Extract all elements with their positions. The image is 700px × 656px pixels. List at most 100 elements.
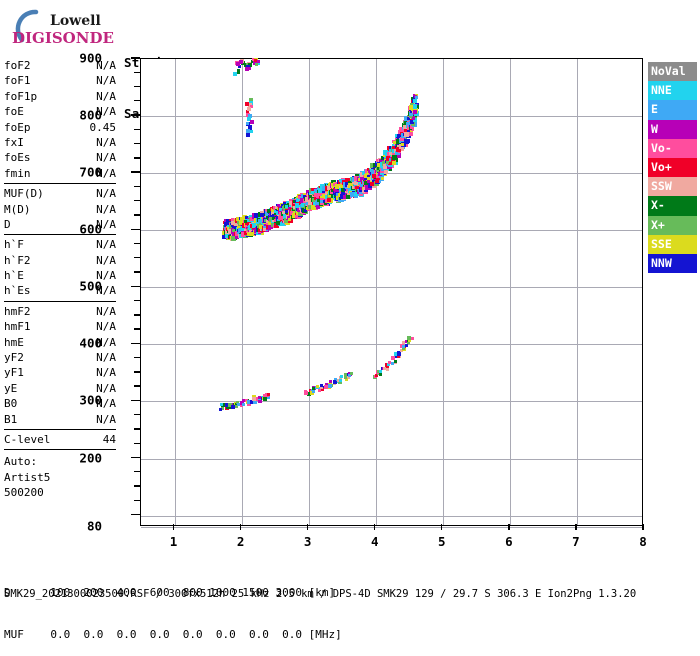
legend-item-x-[interactable]: X+: [648, 215, 697, 235]
echo-point: [379, 168, 385, 174]
param-key: fxI: [4, 135, 24, 149]
param-value: N/A: [96, 412, 116, 426]
echo-point: [263, 227, 267, 231]
echo-point: [384, 363, 389, 368]
legend-item-vo-[interactable]: Vo-: [648, 138, 697, 158]
echo-point: [358, 182, 362, 186]
gridline-horizontal: [141, 458, 642, 460]
x-axis-tick-label: 5: [438, 534, 446, 549]
echo-point: [336, 193, 342, 199]
echo-point: [308, 204, 313, 209]
param-value: N/A: [96, 269, 116, 283]
echo-point: [392, 153, 397, 157]
x-axis-labels: 1 2 3 4 5 6 7 8: [140, 524, 647, 550]
echo-point: [366, 171, 370, 175]
echo-point: [382, 164, 388, 170]
legend-item-x-[interactable]: X-: [648, 196, 697, 216]
param-key: M(D): [4, 202, 31, 216]
svg-text:Lowell: Lowell: [50, 13, 101, 29]
param-key: foE: [4, 105, 24, 119]
param-value: N/A: [96, 238, 116, 252]
param-row-d: D N/A: [4, 217, 116, 232]
y-tick-minor: [134, 485, 140, 487]
echo-point: [413, 109, 418, 114]
y-tick-minor: [134, 385, 140, 387]
ionogram-echo-points: [141, 57, 642, 525]
x-tick: [642, 524, 644, 530]
echo-point: [375, 172, 379, 176]
echo-point: [286, 203, 291, 208]
echo-point: [288, 217, 292, 221]
ionogram-plot-area[interactable]: [140, 57, 643, 528]
y-tick-major: [131, 171, 140, 174]
echo-point: [271, 213, 275, 217]
legend-item-nne[interactable]: NNE: [648, 81, 697, 101]
echo-point: [252, 223, 258, 229]
gridline-horizontal: [141, 527, 642, 528]
echo-point: [247, 231, 252, 236]
echo-point: [241, 214, 247, 220]
legend-item-noval[interactable]: NoVal: [648, 62, 697, 82]
echo-point: [387, 360, 391, 364]
echo-point: [306, 206, 310, 210]
y-tick-minor: [134, 271, 140, 273]
echo-point: [360, 173, 364, 177]
echo-point: [402, 123, 407, 128]
param-row-md: M(D) N/A: [4, 202, 116, 217]
echo-point: [397, 350, 401, 354]
legend-item-w[interactable]: W: [648, 119, 697, 139]
legend-item-vo-[interactable]: Vo+: [648, 157, 697, 178]
legend-item-sse[interactable]: SSE: [648, 234, 697, 254]
param-key: foF1: [4, 74, 31, 88]
x-tick: [306, 524, 309, 530]
echo-point: [249, 120, 254, 125]
echo-point: [250, 399, 255, 404]
echo-point: [344, 376, 348, 380]
legend-item-nnw[interactable]: NNW: [648, 253, 697, 274]
param-value: N/A: [96, 135, 116, 149]
param-key: h`E: [4, 269, 24, 283]
echo-point: [364, 168, 369, 173]
echo-point: [345, 178, 351, 184]
echo-point: [300, 197, 306, 203]
echo-point: [244, 62, 249, 67]
param-value: N/A: [96, 217, 116, 231]
echo-point: [274, 205, 278, 209]
echo-point: [393, 148, 398, 153]
echo-point: [367, 180, 371, 184]
echo-point: [300, 202, 305, 207]
legend-item-ssw[interactable]: SSW: [648, 177, 697, 197]
echo-point: [401, 148, 405, 152]
echo-point: [226, 406, 230, 410]
echo-point: [315, 204, 320, 209]
param-key: foEp: [4, 120, 31, 134]
echo-point: [393, 351, 398, 356]
echo-point: [392, 161, 397, 166]
echo-point: [367, 177, 373, 183]
y-tick-minor: [134, 314, 140, 316]
echo-point: [355, 186, 360, 191]
param-key: yE: [4, 381, 18, 395]
echo-point: [316, 385, 320, 389]
echo-point: [313, 192, 318, 197]
echo-point: [228, 235, 232, 239]
polarization-legend[interactable]: NoVal NNE E W Vo- Vo+ SSW X- X+ SSE NNW: [648, 62, 697, 274]
echo-point: [362, 184, 366, 188]
echo-point: [234, 222, 240, 228]
y-tick-minor: [134, 471, 140, 473]
param-value: N/A: [96, 151, 116, 165]
y-tick-minor: [134, 371, 140, 373]
param-value: N/A: [96, 304, 116, 318]
y-tick-minor: [134, 142, 140, 145]
gridline-vertical: [308, 59, 310, 525]
echo-point: [388, 161, 393, 166]
legend-item-e[interactable]: E: [648, 100, 697, 120]
echo-point: [321, 388, 325, 392]
echo-point: [413, 104, 418, 109]
echo-point: [306, 201, 310, 205]
echo-point: [364, 174, 369, 179]
echo-point: [314, 189, 318, 193]
echo-point: [224, 402, 229, 407]
echo-point: [245, 112, 250, 117]
echo-point: [317, 386, 321, 390]
